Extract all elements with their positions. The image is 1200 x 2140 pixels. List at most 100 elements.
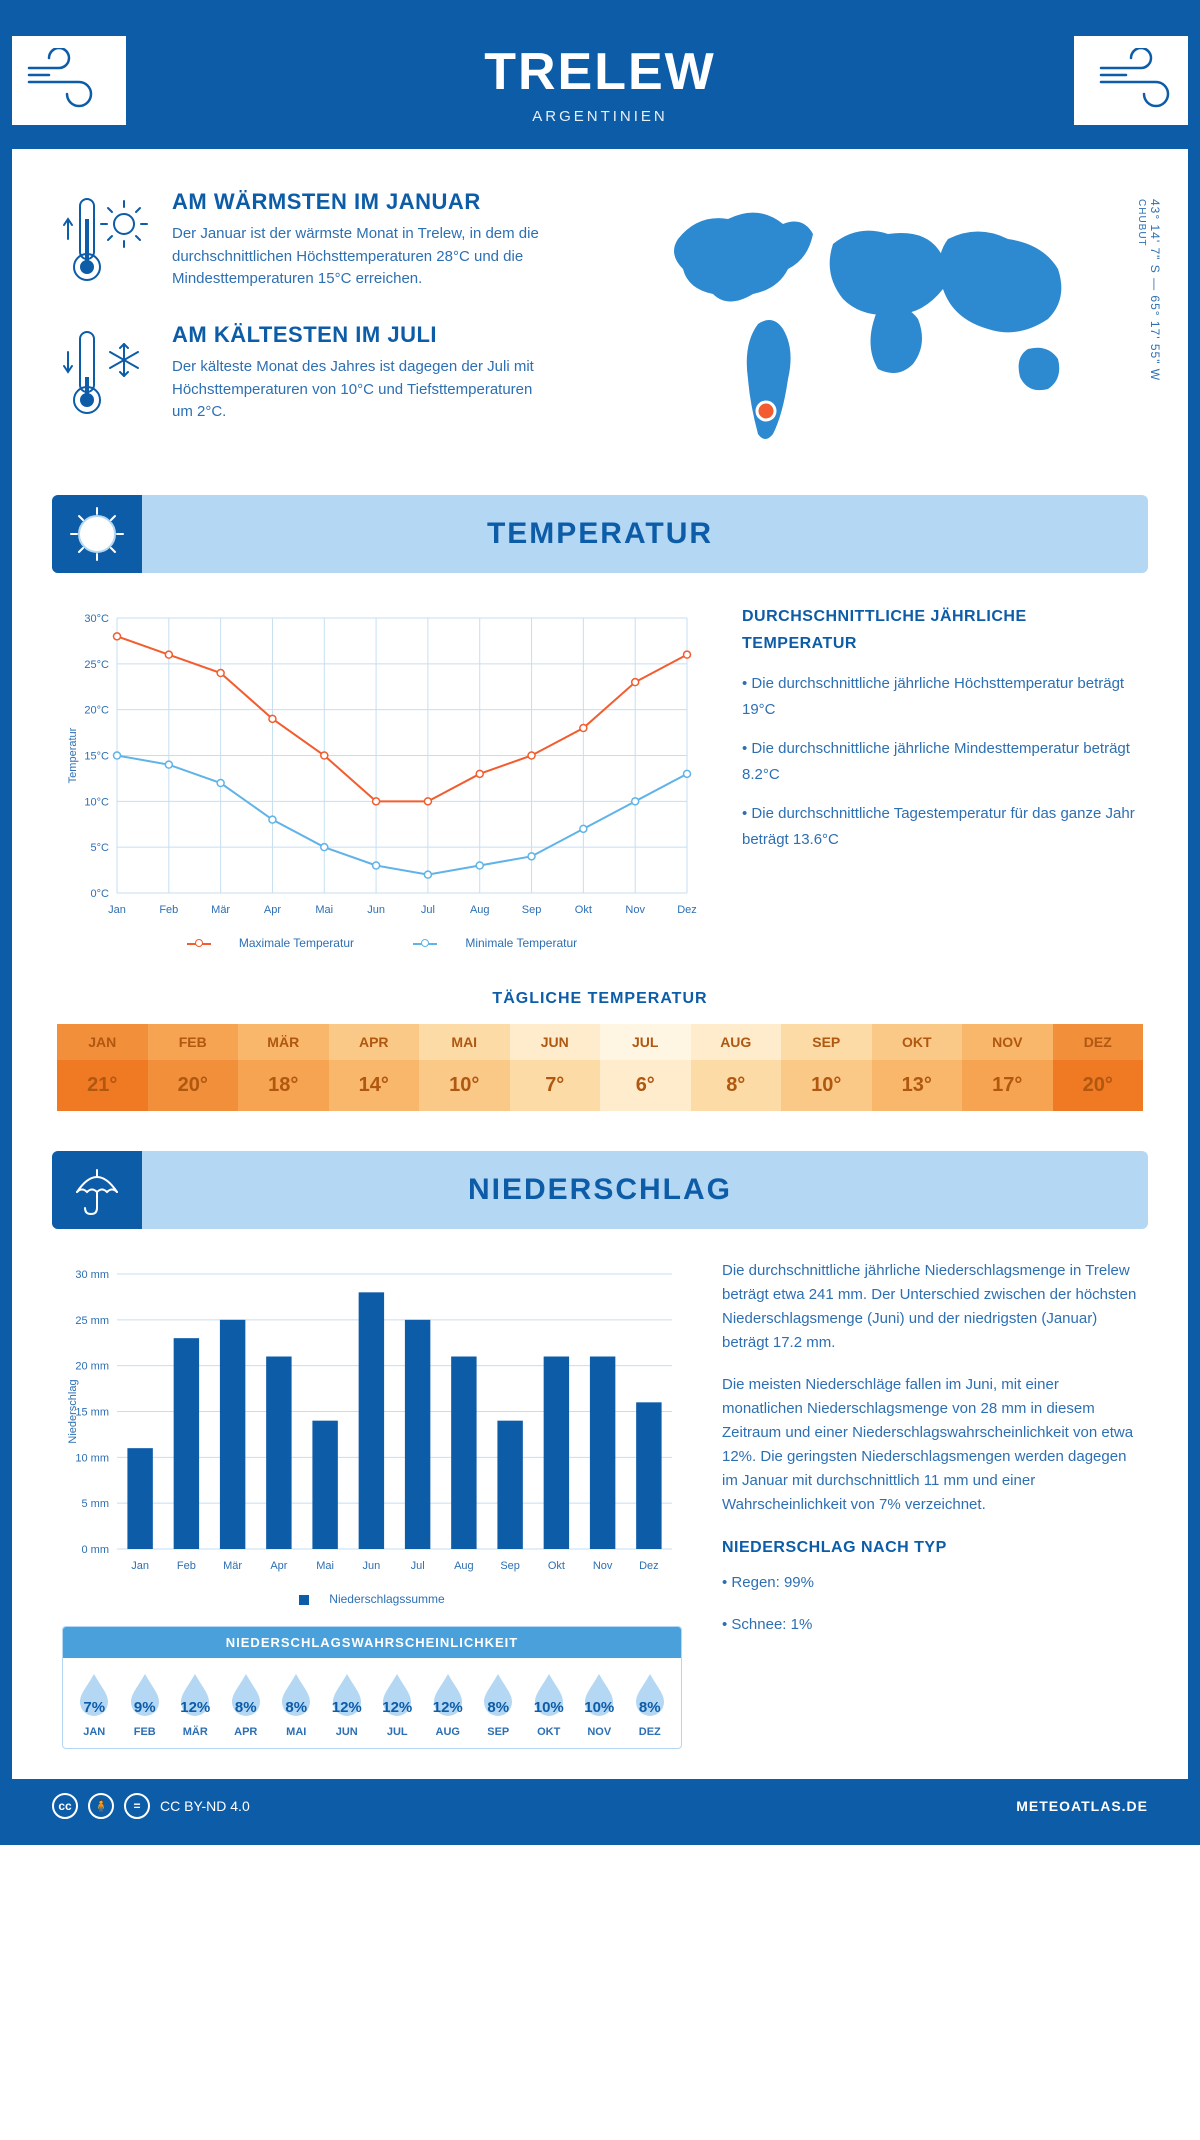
- svg-text:Jun: Jun: [363, 1560, 381, 1572]
- daily-col: OKT 13°: [872, 1024, 963, 1111]
- svg-text:5 mm: 5 mm: [82, 1498, 110, 1510]
- daily-col: FEB 20°: [148, 1024, 239, 1111]
- precip-p2: Die meisten Niederschläge fallen im Juni…: [722, 1373, 1138, 1517]
- coldest-body: Der kälteste Monat des Jahres ist dagege…: [172, 356, 552, 424]
- infographic-page: TRELEW ARGENTINIEN AM WÄRMSTEN IM JANUAR…: [0, 0, 1200, 1845]
- svg-text:Temperatur: Temperatur: [67, 727, 79, 783]
- prob-col: 8% SEP: [473, 1670, 524, 1738]
- legend-max: Maximale Temperatur: [239, 936, 354, 950]
- thermometer-hot-icon: [62, 189, 152, 294]
- svg-text:Sep: Sep: [522, 904, 542, 916]
- precip-probability-box: NIEDERSCHLAGSWAHRSCHEINLICHKEIT 7% JAN 9…: [62, 1626, 682, 1749]
- umbrella-icon: [52, 1151, 142, 1229]
- by-icon: 🧍: [88, 1793, 114, 1819]
- svg-text:20°C: 20°C: [84, 705, 109, 717]
- thermometer-cold-icon: [62, 322, 152, 427]
- precip-type-bullet: • Schnee: 1%: [722, 1613, 1138, 1637]
- coord-lat: 43° 14' 7" S: [1148, 199, 1162, 274]
- svg-text:Jun: Jun: [367, 904, 385, 916]
- svg-text:Jul: Jul: [421, 904, 435, 916]
- temp-bullet: • Die durchschnittliche jährliche Mindes…: [742, 736, 1138, 787]
- daily-col: APR 14°: [329, 1024, 420, 1111]
- temp-summary-heading: DURCHSCHNITTLICHE JÄHRLICHE TEMPERATUR: [742, 603, 1138, 657]
- daily-temp-heading: TÄGLICHE TEMPERATUR: [12, 990, 1188, 1008]
- precip-p1: Die durchschnittliche jährliche Niedersc…: [722, 1259, 1138, 1355]
- warmest-body: Der Januar ist der wärmste Monat in Trel…: [172, 223, 552, 291]
- svg-text:Feb: Feb: [177, 1560, 196, 1572]
- svg-text:15°C: 15°C: [84, 751, 109, 763]
- prob-col: 12% JUL: [372, 1670, 423, 1738]
- precipitation-heading: NIEDERSCHLAG: [468, 1173, 732, 1206]
- header: TRELEW ARGENTINIEN: [12, 12, 1188, 149]
- svg-text:Aug: Aug: [470, 904, 490, 916]
- precipitation-text: Die durchschnittliche jährliche Niedersc…: [722, 1259, 1138, 1749]
- svg-text:Nov: Nov: [625, 904, 645, 916]
- svg-text:30 mm: 30 mm: [75, 1269, 109, 1281]
- temperature-heading: TEMPERATUR: [487, 517, 713, 550]
- daily-col: SEP 10°: [781, 1024, 872, 1111]
- precip-prob-heading: NIEDERSCHLAGSWAHRSCHEINLICHKEIT: [63, 1627, 681, 1658]
- license-text: CC BY-ND 4.0: [160, 1798, 250, 1814]
- precipitation-left: 0 mm5 mm10 mm15 mm20 mm25 mm30 mmJanFebM…: [62, 1259, 682, 1749]
- page-subtitle: ARGENTINIEN: [12, 108, 1188, 125]
- svg-text:Apr: Apr: [270, 1560, 287, 1572]
- precipitation-section-header: NIEDERSCHLAG: [52, 1151, 1148, 1229]
- coord-lon: 65° 17' 55" W: [1148, 295, 1162, 381]
- svg-text:0 mm: 0 mm: [82, 1544, 110, 1556]
- svg-text:Aug: Aug: [454, 1560, 474, 1572]
- precip-prob-row: 7% JAN 9% FEB 12% MÄR 8% APR 8% MAI 12% …: [63, 1658, 681, 1748]
- prob-col: 8% APR: [221, 1670, 272, 1738]
- svg-text:Jul: Jul: [411, 1560, 425, 1572]
- svg-text:0°C: 0°C: [91, 888, 110, 900]
- intro-section: AM WÄRMSTEN IM JANUAR Der Januar ist der…: [12, 149, 1188, 485]
- intro-text-column: AM WÄRMSTEN IM JANUAR Der Januar ist der…: [62, 189, 598, 455]
- daily-col: NOV 17°: [962, 1024, 1053, 1111]
- svg-text:Dez: Dez: [639, 1560, 659, 1572]
- svg-text:10°C: 10°C: [84, 796, 109, 808]
- daily-col: JUN 7°: [510, 1024, 601, 1111]
- svg-text:Mai: Mai: [315, 904, 333, 916]
- warmest-heading: AM WÄRMSTEN IM JANUAR: [172, 189, 552, 215]
- svg-text:10 mm: 10 mm: [75, 1452, 109, 1464]
- daily-col: MAI 10°: [419, 1024, 510, 1111]
- svg-text:Mär: Mär: [223, 1560, 242, 1572]
- sun-icon: [52, 495, 142, 573]
- svg-text:Jan: Jan: [108, 904, 126, 916]
- svg-text:Mai: Mai: [316, 1560, 334, 1572]
- coord-region: CHUBUT: [1136, 199, 1147, 247]
- temperature-legend: .lsw[style*='f25c2e']::after{border-colo…: [62, 936, 702, 950]
- temperature-section-header: TEMPERATUR: [52, 495, 1148, 573]
- legend-min: Minimale Temperatur: [465, 936, 577, 950]
- precip-legend: Niederschlagssumme: [62, 1592, 682, 1606]
- daily-col: MÄR 18°: [238, 1024, 329, 1111]
- coldest-heading: AM KÄLTESTEN IM JULI: [172, 322, 552, 348]
- svg-text:Nov: Nov: [593, 1560, 613, 1572]
- daily-col: JAN 21°: [57, 1024, 148, 1111]
- temp-bullet: • Die durchschnittliche Tagestemperatur …: [742, 801, 1138, 852]
- prob-col: 9% FEB: [120, 1670, 171, 1738]
- svg-text:25°C: 25°C: [84, 659, 109, 671]
- prob-col: 8% DEZ: [625, 1670, 676, 1738]
- prob-col: 8% MAI: [271, 1670, 322, 1738]
- prob-col: 10% NOV: [574, 1670, 625, 1738]
- temp-bullet: • Die durchschnittliche jährliche Höchst…: [742, 671, 1138, 722]
- daily-col: DEZ 20°: [1053, 1024, 1144, 1111]
- svg-text:Okt: Okt: [575, 904, 592, 916]
- footer-license: cc 🧍 = CC BY-ND 4.0: [52, 1793, 250, 1819]
- daily-temp-table: JAN 21° FEB 20° MÄR 18° APR 14° MAI 10° …: [57, 1024, 1143, 1111]
- svg-text:Dez: Dez: [677, 904, 697, 916]
- svg-text:Okt: Okt: [548, 1560, 565, 1572]
- svg-text:30°C: 30°C: [84, 613, 109, 625]
- svg-text:Niederschlag: Niederschlag: [67, 1379, 79, 1443]
- world-map: 43° 14' 7" S — 65° 17' 55" W CHUBUT: [638, 189, 1138, 455]
- svg-text:15 mm: 15 mm: [75, 1407, 109, 1419]
- precipitation-chart: 0 mm5 mm10 mm15 mm20 mm25 mm30 mmJanFebM…: [62, 1259, 682, 1579]
- page-title: TRELEW: [12, 42, 1188, 102]
- temperature-summary: DURCHSCHNITTLICHE JÄHRLICHE TEMPERATUR •…: [742, 603, 1138, 950]
- precip-type-heading: NIEDERSCHLAG NACH TYP: [722, 1535, 1138, 1561]
- footer-site: METEOATLAS.DE: [1016, 1798, 1148, 1814]
- precip-type-bullet: • Regen: 99%: [722, 1571, 1138, 1595]
- svg-text:25 mm: 25 mm: [75, 1315, 109, 1327]
- daily-col: AUG 8°: [691, 1024, 782, 1111]
- precip-legend-label: Niederschlagssumme: [329, 1592, 444, 1606]
